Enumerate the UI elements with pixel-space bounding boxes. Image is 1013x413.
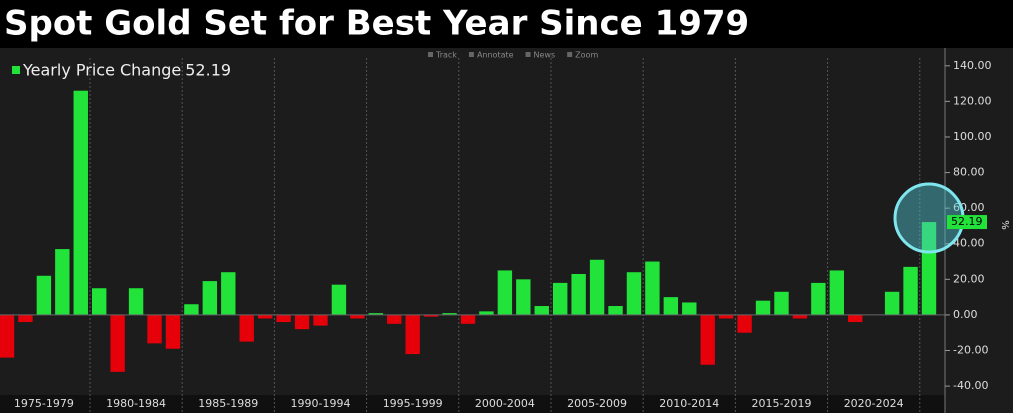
x-group-label: 2000-2004 [475,397,535,410]
bar [903,266,918,315]
bar [682,302,697,315]
toolbar-icon [525,52,531,57]
x-group-label: 1980-1984 [106,397,166,410]
bar [276,314,291,323]
y-axis-label: % [999,220,1010,230]
bar [128,288,144,315]
x-group-label: 1985-1989 [198,397,258,410]
bar [423,314,439,317]
legend-value: 52.19 [185,61,231,80]
bar [387,314,402,324]
y-tick-label: 100.00 [953,130,992,143]
bar [829,270,844,315]
bar [221,272,236,315]
bar [147,314,162,344]
bar [737,314,752,333]
y-tick-label: 0.00 [953,308,978,321]
x-group-label: 2010-2014 [659,397,719,410]
bar [608,306,623,315]
bar [589,259,605,315]
plot-background [0,48,1013,413]
bar [921,222,937,315]
bar [184,304,199,315]
bar [479,311,494,315]
y-tick-label: 20.00 [953,272,985,285]
bar [368,313,383,315]
last-value-label: 52.19 [951,215,983,228]
bar [350,314,365,319]
x-axis-band [0,395,945,413]
bar [645,261,660,315]
bar [442,313,457,315]
bar [313,314,328,326]
y-tick-label: 40.00 [953,237,985,250]
bar [792,314,808,319]
bar [534,306,549,315]
y-tick-label: -40.00 [953,379,988,392]
x-group-label: 1995-1999 [383,397,443,410]
legend-swatch [12,66,20,74]
bar [663,297,679,315]
bar [755,300,771,315]
bar [848,314,863,323]
x-group-label: 1975-1979 [14,397,74,410]
chart-title: Spot Gold Set for Best Year Since 1979 [4,4,749,44]
bar [331,284,347,315]
bar [516,279,531,315]
bar [36,275,52,315]
bar [73,90,88,315]
y-tick-label: -20.00 [953,344,988,357]
toolbar-item: Track [435,51,457,60]
bar [202,281,218,315]
bar [92,288,107,315]
toolbar-icon [567,52,573,57]
toolbar-item: News [534,51,556,60]
bar [239,314,254,342]
bar [811,282,826,315]
toolbar-icon [428,52,433,57]
title-bar [0,0,1013,48]
bar [55,249,70,315]
bar [626,272,642,315]
bar [257,314,273,319]
legend-label: Yearly Price Change [22,61,181,80]
bar [774,291,789,315]
bar [460,314,476,324]
bar [884,291,900,315]
bar [110,314,125,372]
x-group-label: 2005-2009 [567,397,627,410]
bar [553,282,568,315]
y-tick-label: 120.00 [953,94,992,107]
toolbar-item: Annotate [477,51,514,60]
bar [294,314,310,330]
bar [497,270,513,315]
toolbar-item: Zoom [575,51,598,60]
y-tick-label: 140.00 [953,59,992,72]
y-tick-label: 80.00 [953,166,985,179]
x-group-label: 2020-2024 [844,397,904,410]
bar [700,314,715,365]
bar [571,273,586,315]
x-group-label: 1990-1994 [290,397,350,410]
bar [18,314,33,323]
bar [0,314,15,358]
bar [405,314,420,355]
bar [718,314,734,319]
bar [165,314,181,349]
last-value-tag [947,215,987,230]
x-group-label: 2015-2019 [751,397,811,410]
toolbar-icon [468,52,474,57]
